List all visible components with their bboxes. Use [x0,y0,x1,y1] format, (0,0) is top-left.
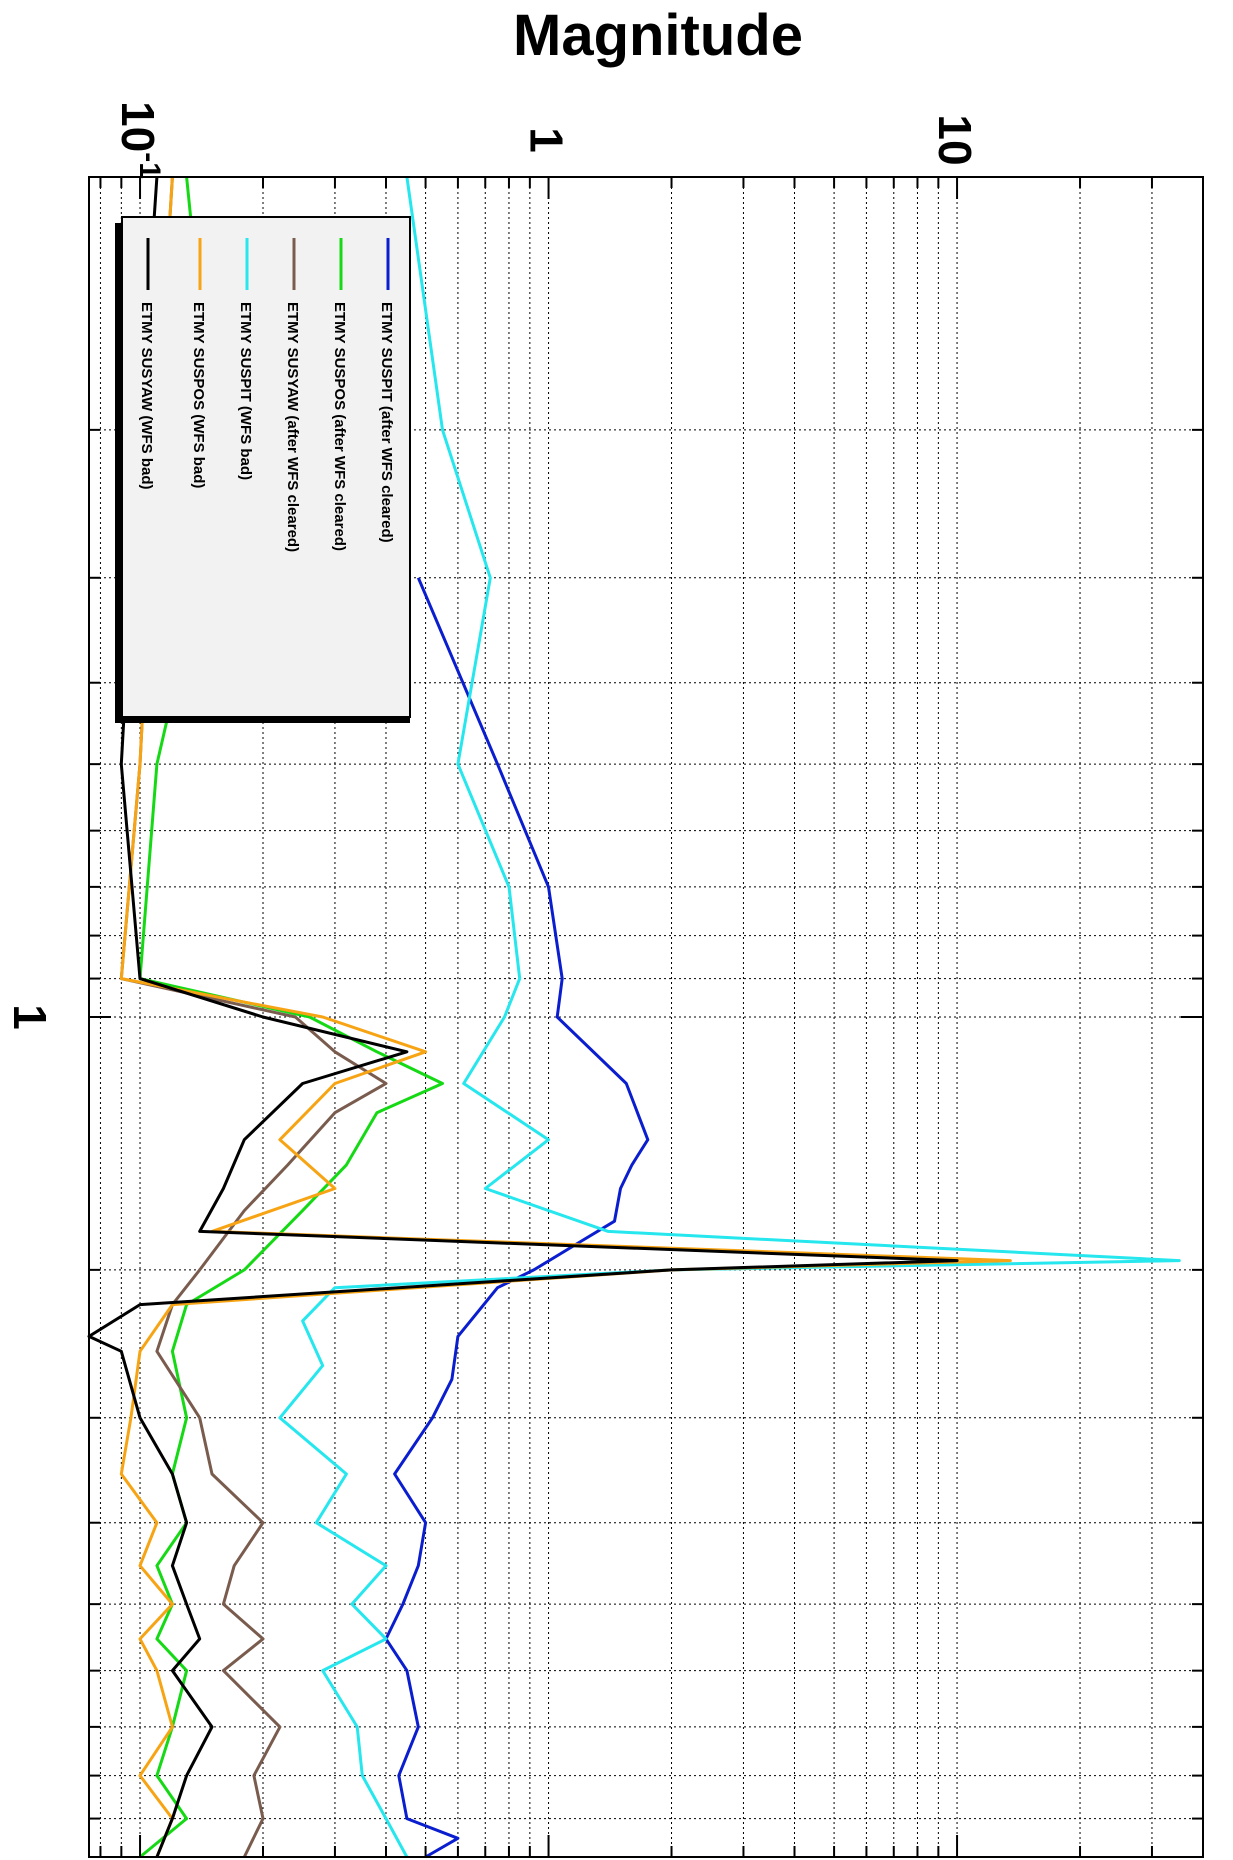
y-tick-label: 1 [521,127,573,153]
series-line-3 [119,176,388,1858]
legend-label: ETMY SUSPIT (after WFS cleared) [378,302,395,543]
series-line-6 [87,176,959,1858]
x-tick-label: 1 [4,1004,56,1030]
legend: ETMY SUSPIT (after WFS cleared) ETMY SUSP… [115,216,411,723]
y-tick-label-text: 10 [929,114,981,165]
legend-label: ETMY SUSYAW (after WFS cleared) [284,302,301,552]
axis-ticks: 10-1 1 10 1 [4,101,1203,1857]
legend-label: ETMY SUSPOS (after WFS cleared) [331,302,348,551]
legend-box [121,216,411,718]
series-line-5 [119,176,1012,1858]
x-tick-label-text: 1 [4,1004,56,1030]
legend-entry: ETMY SUSPIT (after WFS cleared) [378,302,395,543]
legend-entry: ETMY SUSYAW (WFS bad) [138,302,155,490]
y-axis-title: Magnitude [513,3,803,68]
series-line-1 [384,577,650,1859]
legend-entry: ETMY SUSPOS (WFS bad) [190,302,207,488]
legend-entry: ETMY SUSPIT (WFS bad) [237,302,254,480]
legend-entry: ETMY SUSYAW (after WFS cleared) [284,302,301,552]
legend-label: ETMY SUSYAW (WFS bad) [138,302,155,490]
series-line-4 [278,176,1181,1858]
legend-entry: ETMY SUSPOS (after WFS cleared) [331,302,348,551]
y-tick-label-text: 10-1 [112,101,166,179]
legend-label: ETMY SUSPIT (WFS bad) [237,302,254,480]
legend-label: ETMY SUSPOS (WFS bad) [190,302,207,488]
y-tick-label: 10 [929,114,981,165]
y-tick-label: 10-1 [112,101,166,179]
y-tick-label-text: 1 [521,127,573,153]
series-lines [87,176,1181,1859]
